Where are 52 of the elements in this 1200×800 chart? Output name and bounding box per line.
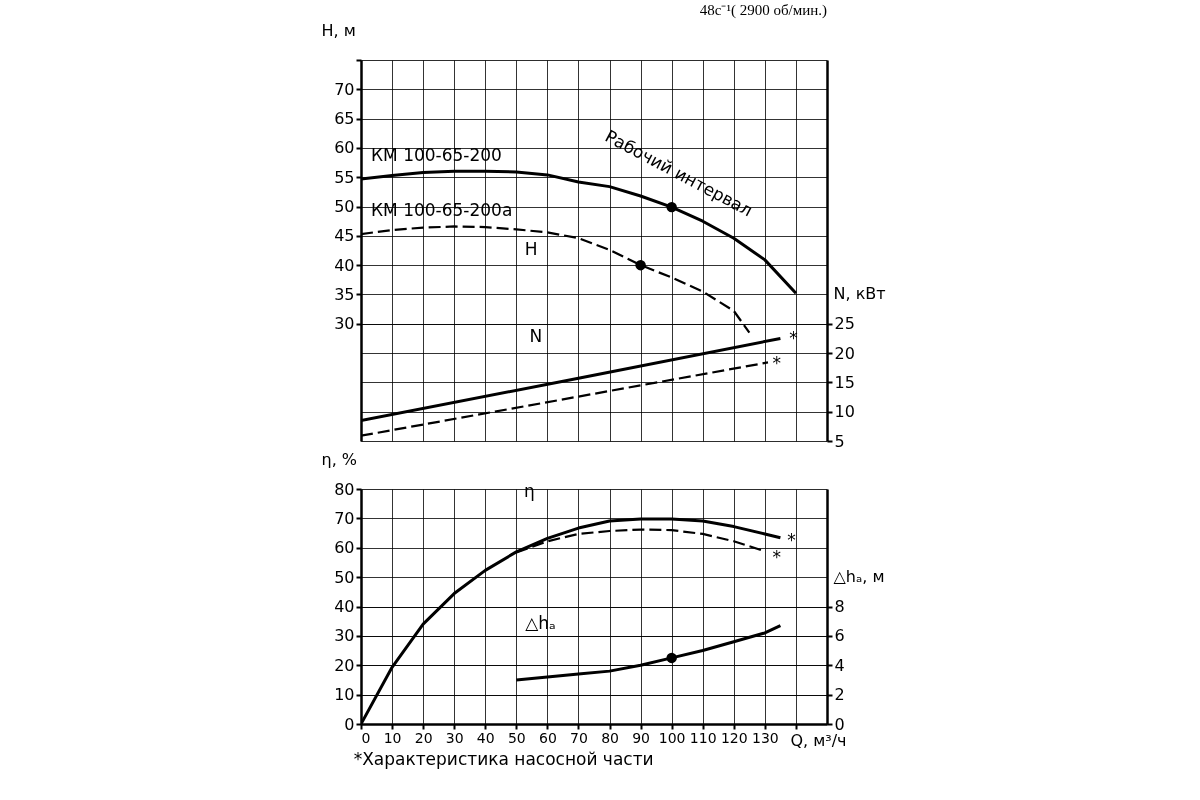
y-tick-label: 45 (334, 226, 355, 246)
y2-axis-title: N, кВт (833, 284, 886, 304)
x-tick-label: 40 (476, 729, 495, 746)
x-tick-label: 120 (720, 729, 748, 746)
annotation: * (772, 546, 782, 567)
y-tick-label: 50 (334, 197, 355, 217)
y-tick-label: 40 (334, 255, 355, 275)
x-tick-label: 10 (383, 729, 402, 746)
chart-title: 48с⁻¹( 2900 об/мин.) (699, 2, 827, 19)
x-tick-label: 20 (414, 729, 433, 746)
y-tick-label: 65 (334, 109, 355, 129)
y2-tick-label: 20 (834, 343, 855, 363)
y2-tick-label: 8 (834, 597, 845, 616)
y-axis-title: η, % (321, 449, 358, 469)
x-tick-label: 60 (538, 729, 557, 746)
y2-tick-label: 4 (834, 655, 845, 675)
x-axis-title: Q, м³/ч (790, 730, 847, 750)
y-axis-title: H, м (321, 20, 356, 40)
y-tick-label: 30 (334, 314, 355, 334)
y2-tick-label: 2 (834, 685, 845, 705)
annotation: * (787, 530, 796, 551)
text: *Характеристика насосной части (353, 749, 654, 770)
y2-tick-label: 25 (834, 314, 855, 334)
y2-tick-label: 15 (834, 372, 855, 392)
x-tick-label: 50 (507, 729, 526, 746)
x-tick-label: 100 (658, 729, 686, 746)
y2-axis-title: △hₐ, м (833, 567, 885, 586)
y-tick-label: 10 (334, 685, 355, 705)
y-tick-label: 60 (334, 138, 355, 158)
x-tick-label: 110 (689, 729, 717, 746)
y-tick-label: 20 (334, 655, 355, 675)
y2-tick-label: 6 (834, 626, 845, 646)
annotation: N (529, 325, 543, 346)
x-tick-label: 90 (632, 729, 651, 746)
y2-tick-label: 10 (834, 402, 855, 422)
y2-tick-label: 5 (834, 431, 845, 451)
x-tick-label: 80 (601, 729, 619, 746)
y-tick-label: 80 (334, 479, 355, 499)
y-tick-label: 40 (334, 597, 355, 616)
x-tick-label: 70 (570, 729, 588, 746)
y-tick-label: 70 (334, 508, 355, 528)
x-tick-label: 30 (445, 729, 464, 746)
x-tick-label: 0 (361, 729, 371, 746)
annotation: * (772, 352, 782, 373)
y-tick-label: 55 (334, 167, 355, 187)
annotation: H (524, 238, 538, 259)
y-tick-label: 70 (334, 79, 355, 99)
y-tick-label: 30 (334, 626, 355, 646)
x-tick-label: 130 (752, 729, 779, 746)
y-tick-label: 60 (334, 538, 355, 558)
y-tick-label: 35 (334, 284, 355, 304)
y-tick-label: 50 (334, 567, 355, 587)
